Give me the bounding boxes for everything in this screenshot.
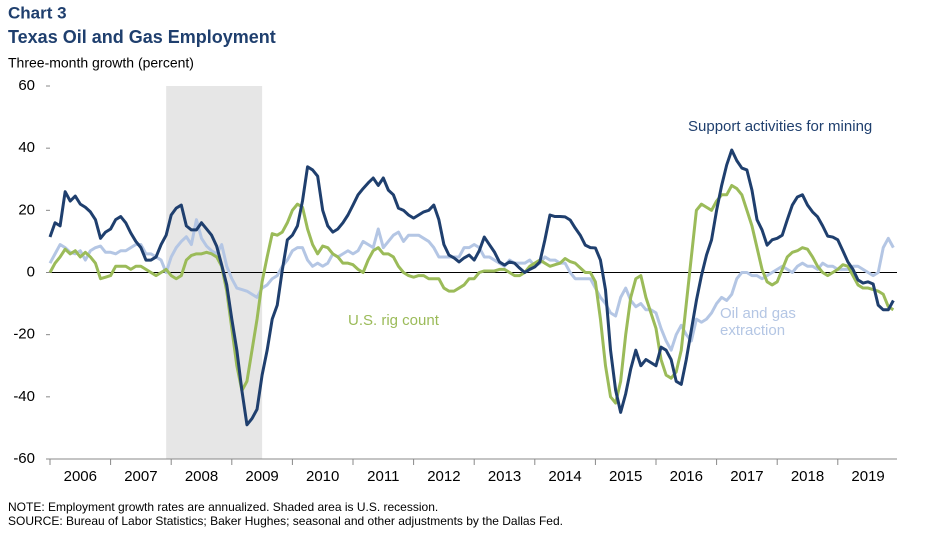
y-tick-label: 0 [27, 263, 35, 280]
y-tick-label: 20 [18, 201, 35, 218]
x-tick-label: 2016 [670, 468, 703, 485]
x-tick-label: 2014 [548, 468, 581, 485]
x-tick-label: 2015 [609, 468, 642, 485]
x-tick-label: 2012 [427, 468, 460, 485]
series-line [48, 218, 895, 352]
note: NOTE: Employment growth rates are annual… [8, 500, 438, 514]
series-label: Support activities for mining [688, 118, 873, 135]
series-line [48, 148, 895, 427]
x-tick-label: 2017 [730, 468, 763, 485]
series-label: Oil and gas extraction [720, 305, 796, 339]
y-tick-label: -40 [13, 388, 35, 405]
chart-title: Chart 3 [8, 3, 67, 22]
chart-subtitle: Texas Oil and Gas Employment [8, 27, 276, 47]
x-tick-label: 2019 [851, 468, 884, 485]
series-label: U.S. rig count [348, 312, 439, 329]
y-tick-label: 60 [18, 77, 35, 94]
x-tick-label: 2013 [488, 468, 521, 485]
x-tick-label: 2008 [185, 468, 218, 485]
x-tick-label: 2018 [791, 468, 824, 485]
x-tick-label: 2010 [306, 468, 339, 485]
x-tick-label: 2007 [124, 468, 157, 485]
x-tick-label: 2011 [367, 468, 399, 485]
x-tick-label: 2006 [64, 468, 97, 485]
y-tick-label: -60 [13, 450, 35, 467]
y-tick-label: 40 [18, 139, 35, 156]
y-tick-label: -20 [13, 326, 35, 343]
source: SOURCE: Bureau of Labor Statistics; Bake… [8, 514, 563, 528]
series-line [48, 183, 895, 405]
y-axis-label: Three-month growth (percent) [8, 55, 194, 71]
x-tick-label: 2009 [245, 468, 278, 485]
